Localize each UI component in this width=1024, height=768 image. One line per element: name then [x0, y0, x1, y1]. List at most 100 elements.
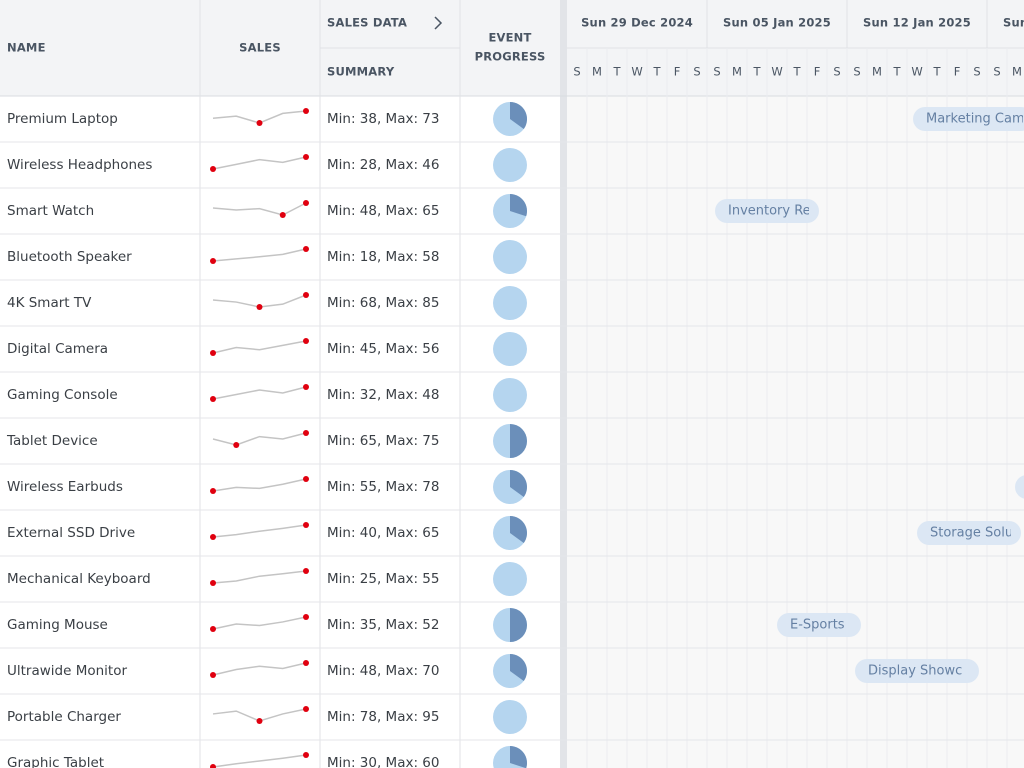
sparkline-dot	[210, 488, 216, 494]
sparkline-dot	[210, 580, 216, 586]
day-label: F	[814, 65, 821, 79]
sparkline-dot	[256, 120, 263, 126]
header-event[interactable]: EVENT	[488, 31, 531, 45]
summary: Min: 25, Max: 55	[327, 571, 439, 587]
header-name[interactable]: NAME	[7, 41, 46, 55]
day-label: M	[732, 65, 742, 79]
sparkline-dot	[210, 350, 216, 356]
sparkline-dot	[303, 522, 309, 528]
sparkline-dot	[303, 200, 309, 206]
day-label: S	[993, 65, 1000, 79]
day-label: F	[674, 65, 681, 79]
summary: Min: 45, Max: 56	[327, 341, 439, 357]
sparkline-dot	[303, 430, 309, 436]
product-name: Graphic Tablet	[7, 755, 104, 768]
product-name: Ultrawide Monitor	[7, 663, 127, 679]
day-label: T	[612, 65, 621, 79]
event-bar[interactable]	[913, 107, 1024, 131]
day-label: M	[872, 65, 882, 79]
sparkline-dot	[303, 706, 309, 712]
sparkline-dot	[210, 764, 216, 768]
sparkline-dot	[210, 672, 216, 678]
day-label: T	[932, 65, 941, 79]
day-label: S	[973, 65, 980, 79]
week-label: Sun 12 Jan 2025	[863, 16, 971, 30]
sparkline-dot	[210, 166, 216, 172]
sparkline-dot	[210, 258, 216, 264]
product-name: Tablet Device	[6, 433, 98, 449]
header-progress[interactable]: PROGRESS	[475, 50, 546, 64]
product-name: Digital Camera	[7, 341, 108, 357]
splitter[interactable]	[560, 0, 567, 768]
day-label: T	[792, 65, 801, 79]
sparkline-dot	[303, 154, 309, 160]
week-label: Sun 29 Dec 2024	[581, 16, 693, 30]
day-label: W	[911, 65, 922, 79]
event-bar[interactable]	[855, 659, 979, 683]
product-name: Mechanical Keyboard	[7, 571, 151, 587]
progress-slice	[510, 470, 527, 497]
header-summary[interactable]: SUMMARY	[327, 65, 395, 79]
event-label: Marketing Cam	[926, 112, 1024, 127]
sparkline-dot	[303, 384, 309, 390]
progress-pie	[493, 148, 527, 182]
summary: Min: 35, Max: 52	[327, 617, 439, 633]
summary: Min: 32, Max: 48	[327, 387, 439, 403]
progress-slice	[510, 516, 527, 543]
product-name: Portable Charger	[7, 709, 121, 725]
event-label: Storage Solu	[930, 526, 1013, 541]
sparkline	[212, 754, 307, 768]
progress-slice	[510, 424, 527, 458]
progress-pie	[493, 562, 527, 596]
sparkline-dot	[303, 476, 309, 482]
progress-pie	[493, 332, 527, 366]
header-sales[interactable]: SALES	[239, 41, 281, 55]
sparkline-dot	[303, 292, 309, 298]
summary: Min: 48, Max: 65	[327, 203, 439, 219]
summary: Min: 68, Max: 85	[327, 295, 439, 311]
day-label: S	[833, 65, 840, 79]
sparkline	[212, 202, 307, 216]
sparkline-dot	[256, 304, 263, 310]
progress-slice	[510, 102, 527, 129]
summary: Min: 65, Max: 75	[327, 433, 439, 449]
event-bar[interactable]	[1015, 475, 1024, 499]
day-label: T	[652, 65, 661, 79]
progress-slice	[510, 194, 527, 217]
progress-pie	[493, 700, 527, 734]
day-label: F	[954, 65, 961, 79]
day-label: T	[892, 65, 901, 79]
sparkline-dot	[303, 568, 309, 574]
summary: Min: 48, Max: 70	[327, 663, 439, 679]
day-label: S	[693, 65, 700, 79]
summary: Min: 38, Max: 73	[327, 111, 439, 127]
sparkline	[212, 524, 307, 538]
day-label: W	[771, 65, 782, 79]
event-label: E-Sports	[790, 618, 845, 633]
progress-pie	[493, 378, 527, 412]
sparkline	[212, 156, 307, 170]
progress-slice	[510, 654, 528, 681]
event-label: Display Showc	[868, 664, 962, 679]
day-label: S	[853, 65, 860, 79]
product-name: Gaming Mouse	[7, 617, 108, 633]
product-name: Bluetooth Speaker	[7, 249, 132, 265]
header-sales-data[interactable]: SALES DATA	[327, 16, 407, 30]
sparkline-dot	[303, 246, 309, 252]
sparkline-dot	[210, 396, 216, 402]
sparkline	[212, 432, 307, 446]
summary: Min: 78, Max: 95	[327, 709, 439, 725]
day-label: T	[752, 65, 761, 79]
week-label: Sun 05 Jan 2025	[723, 16, 831, 30]
event-bar[interactable]	[715, 199, 819, 223]
product-name: Wireless Headphones	[7, 157, 152, 173]
sparkline	[212, 570, 307, 584]
sparkline-dot	[279, 212, 286, 218]
event-bar[interactable]	[917, 521, 1021, 545]
expand-chevron[interactable]	[434, 16, 443, 30]
product-name: Smart Watch	[7, 203, 94, 219]
product-name: 4K Smart TV	[7, 295, 92, 311]
event-bar[interactable]	[777, 613, 861, 637]
sparkline-dot	[256, 718, 263, 724]
